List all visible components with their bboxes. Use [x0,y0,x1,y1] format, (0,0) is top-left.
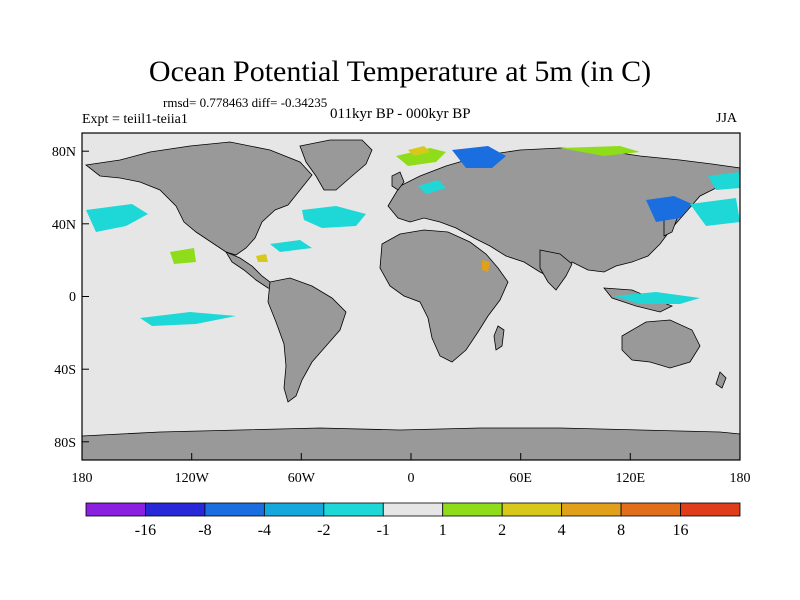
land-india [539,249,573,291]
anomaly-gulf-yellow [256,254,268,262]
land-south-america [267,277,347,403]
x-tick-label: 180 [730,471,751,486]
colorbar-swatch [620,502,681,517]
colorbar-level-label: 4 [558,522,566,539]
x-tick-label: 180 [72,471,93,486]
colorbar-level-label: -16 [135,522,156,539]
anomaly-pacific-cyan-n [86,204,148,232]
colorbar-level-label: -8 [198,522,211,539]
plot-title: Ocean Potential Temperature at 5m (in C) [148,55,652,88]
anomaly-kuroshio-blue [646,196,692,222]
experiment-label: Expt = teiil1-teiia1 [82,112,188,127]
colorbar-level-label: 16 [673,522,689,539]
colorbar-swatch [561,502,622,517]
land-greenland [299,139,373,191]
colorbar [85,502,741,517]
anomaly-barents-blue [452,146,506,168]
anomaly-arctic-yellow [408,146,430,156]
anomaly-north-sea-cyan [418,180,446,194]
y-tick-label: 40N [52,218,76,233]
anomaly-west-pacific-cyan [690,198,740,226]
anomaly-tropical-cyan [614,292,700,304]
colorbar-level-label: -2 [317,522,330,539]
anomaly-pacific-green [170,248,196,264]
land-layer [81,139,741,461]
land-africa [379,229,509,363]
y-tick-label: 0 [69,290,76,305]
land-british-isles [391,171,405,191]
land-madagascar [493,325,505,351]
x-tick-label: 120W [175,471,210,486]
land-new-zealand [715,371,727,389]
anomaly-arctic-green [560,146,640,156]
y-tick-label: 40S [54,363,76,378]
season-label: JJA [716,111,738,126]
anomaly-sea-of-okhotsk-cyan [708,172,740,190]
map-panel [81,132,741,461]
anomaly-patches [86,146,740,326]
anomaly-mid-pacific-cyan [270,240,312,252]
colorbar-swatch [442,502,503,517]
land-australia [621,319,701,369]
colorbar-level-label: -1 [377,522,390,539]
stats-line: rmsd= 0.778463 diff= -0.34235 [163,95,328,110]
colorbar-swatch [323,502,384,517]
anomaly-north-atlantic-cyan [302,206,366,228]
y-axis-labels: 80N 40N 0 40S 80S [52,145,76,451]
period-label: 011kyr BP - 000kyr BP [330,106,471,122]
anomaly-east-pacific-cyan [140,312,236,326]
anomaly-red-sea-orange [482,260,490,272]
colorbar-level-label: 2 [498,522,506,539]
x-tick-label: 60W [288,471,316,486]
x-tick-label: 60E [509,471,532,486]
y-tick-label: 80N [52,145,76,160]
colorbar-swatch [85,502,146,517]
colorbar-level-label: -4 [258,522,271,539]
colorbar-level-label: 1 [439,522,447,539]
x-tick-label: 0 [408,471,415,486]
colorbar-swatch [382,502,444,517]
colorbar-swatch [145,502,206,517]
land-north-america [85,141,313,256]
colorbar-swatch [204,502,265,517]
x-axis-labels: 180 120W 60W 0 60E 120E 180 [72,471,751,486]
y-tick-label: 80S [54,436,76,451]
colorbar-labels: -16 -8 -4 -2 -1 1 2 4 8 16 [135,522,689,539]
anomaly-barents-green [396,148,446,166]
colorbar-swatch [263,502,325,517]
x-tick-label: 120E [616,471,646,486]
tick-marks [81,150,741,460]
colorbar-swatch [680,502,741,517]
colorbar-swatch [501,502,563,517]
colorbar-level-label: 8 [617,522,625,539]
